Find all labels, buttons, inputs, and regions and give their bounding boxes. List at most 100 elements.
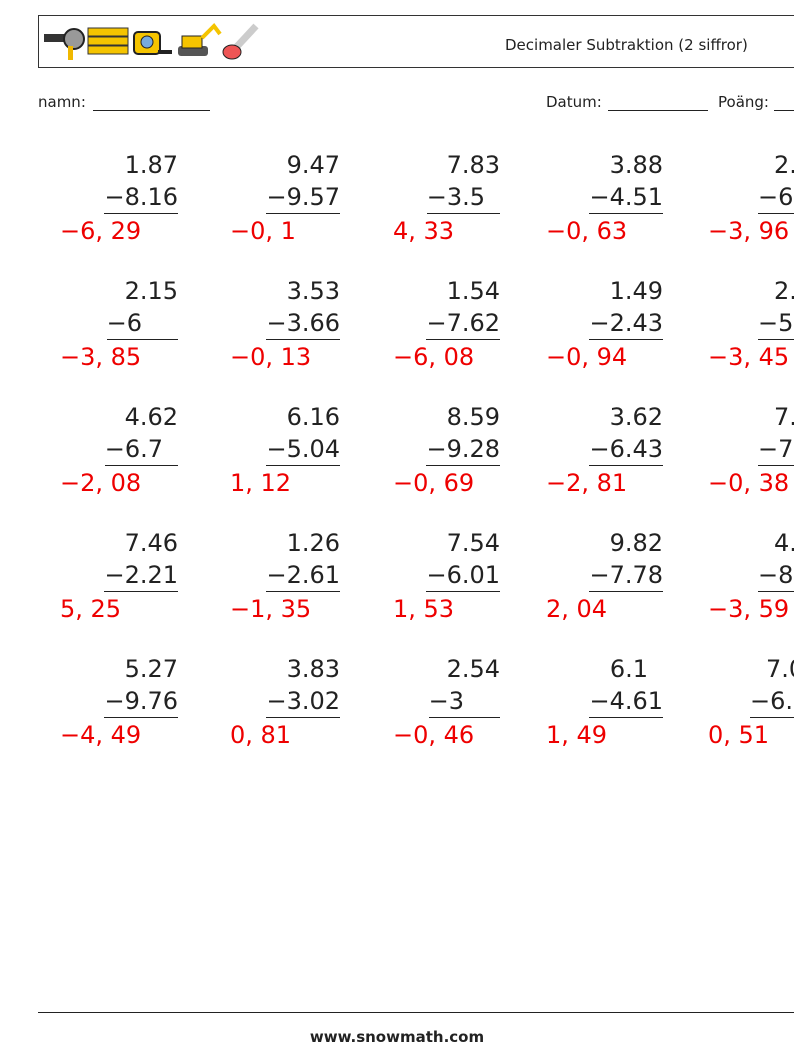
answer-line bbox=[428, 717, 500, 718]
bottom-number: −7.78 bbox=[589, 561, 663, 589]
top-number: 2. bbox=[774, 151, 794, 179]
bottom-number: −4.51 bbox=[589, 183, 663, 211]
title: Decimaler Subtraktion (2 siffror) bbox=[505, 36, 748, 54]
bottom-number: −9.28 bbox=[426, 435, 500, 463]
answer: 5, 25 bbox=[60, 595, 122, 623]
bottom-number: −3.5 bbox=[426, 183, 485, 211]
answer: 1, 49 bbox=[546, 721, 608, 749]
top-number: 3.53 bbox=[286, 277, 340, 305]
answer-line bbox=[589, 717, 663, 718]
answer: −2, 81 bbox=[546, 469, 628, 497]
answer-line bbox=[589, 465, 663, 466]
answer: 1, 12 bbox=[230, 469, 292, 497]
answer-line bbox=[104, 465, 178, 466]
top-number: 6.16 bbox=[286, 403, 340, 431]
top-number: 7.54 bbox=[446, 529, 500, 557]
bottom-number: −2.21 bbox=[104, 561, 178, 589]
answer: −3, 96 bbox=[708, 217, 790, 245]
top-number: 7.83 bbox=[446, 151, 500, 179]
bottom-number: −6.7 bbox=[104, 435, 163, 463]
bottom-number: −6.43 bbox=[589, 435, 663, 463]
top-number: 7.0 bbox=[766, 655, 794, 683]
bottom-number: −4.61 bbox=[589, 687, 663, 715]
top-number: 1.26 bbox=[286, 529, 340, 557]
bottom-number: −7.62 bbox=[426, 309, 500, 337]
date-line bbox=[608, 110, 708, 111]
answer-line bbox=[104, 591, 178, 592]
answer: −3, 59 bbox=[708, 595, 790, 623]
top-number: 1.87 bbox=[124, 151, 178, 179]
bottom-number: −9.76 bbox=[104, 687, 178, 715]
top-number: 2. bbox=[774, 277, 794, 305]
top-number: 7.46 bbox=[124, 529, 178, 557]
footer: www.snowmath.com bbox=[309, 1028, 485, 1046]
top-number: 3.83 bbox=[286, 655, 340, 683]
answer: −6, 08 bbox=[393, 343, 475, 371]
answer-line bbox=[266, 465, 340, 466]
top-number: 3.88 bbox=[609, 151, 663, 179]
answer: −0, 38 bbox=[708, 469, 790, 497]
answer-line bbox=[104, 717, 178, 718]
bottom-number: −6.01 bbox=[426, 561, 500, 589]
name-label: namn: bbox=[38, 93, 86, 111]
answer-line bbox=[750, 717, 794, 718]
answer-line bbox=[266, 339, 340, 340]
top-number: 1.54 bbox=[446, 277, 500, 305]
top-number: 4. bbox=[774, 529, 794, 557]
answer: −0, 13 bbox=[230, 343, 312, 371]
bottom-number: −9.57 bbox=[266, 183, 340, 211]
top-number: 9.82 bbox=[609, 529, 663, 557]
bottom-number: −5.04 bbox=[266, 435, 340, 463]
bottom-number: −2.61 bbox=[266, 561, 340, 589]
answer: 4, 33 bbox=[393, 217, 455, 245]
answer-line bbox=[426, 465, 500, 466]
score-label: Poäng: bbox=[718, 93, 769, 111]
bottom-number: −6.5 bbox=[750, 687, 794, 715]
answer: −0, 94 bbox=[546, 343, 628, 371]
top-number: 2.54 bbox=[446, 655, 500, 683]
answer-line bbox=[426, 591, 500, 592]
bottom-number: −3.66 bbox=[266, 309, 340, 337]
answer-line bbox=[589, 591, 663, 592]
answer-line bbox=[266, 591, 340, 592]
answer-line bbox=[426, 339, 500, 340]
bottom-number: −5. bbox=[758, 309, 794, 337]
top-number: 3.62 bbox=[609, 403, 663, 431]
top-number: 2.15 bbox=[124, 277, 178, 305]
top-number: 8.59 bbox=[446, 403, 500, 431]
answer-line bbox=[106, 339, 178, 340]
header-icons bbox=[44, 22, 259, 60]
top-number: 1.49 bbox=[609, 277, 663, 305]
header-box bbox=[38, 15, 794, 68]
name-line bbox=[93, 110, 210, 111]
answer: 0, 81 bbox=[230, 721, 292, 749]
answer: 2, 04 bbox=[546, 595, 608, 623]
bottom-number: −3.02 bbox=[266, 687, 340, 715]
answer-line bbox=[589, 339, 663, 340]
answer-line bbox=[266, 213, 340, 214]
answer: 1, 53 bbox=[393, 595, 455, 623]
bottom-number: −8. bbox=[758, 561, 794, 589]
answer: 0, 51 bbox=[708, 721, 770, 749]
answer: −1, 35 bbox=[230, 595, 312, 623]
bottom-number: −2.43 bbox=[589, 309, 663, 337]
top-number: 6.1 bbox=[609, 655, 648, 683]
answer-line bbox=[758, 213, 794, 214]
answer-line bbox=[589, 213, 663, 214]
bottom-number: −6. bbox=[758, 183, 794, 211]
top-number: 9.47 bbox=[286, 151, 340, 179]
bottom-number: −8.16 bbox=[104, 183, 178, 211]
answer-line bbox=[104, 213, 178, 214]
top-number: 7. bbox=[774, 403, 794, 431]
top-number: 5.27 bbox=[124, 655, 178, 683]
answer-line bbox=[758, 339, 794, 340]
answer: −0, 1 bbox=[230, 217, 296, 245]
footer-line bbox=[38, 1012, 794, 1013]
answer: −0, 63 bbox=[546, 217, 628, 245]
answer: −3, 85 bbox=[60, 343, 142, 371]
answer: −4, 49 bbox=[60, 721, 142, 749]
answer-line bbox=[266, 717, 340, 718]
answer: −3, 45 bbox=[708, 343, 790, 371]
top-number: 4.62 bbox=[124, 403, 178, 431]
